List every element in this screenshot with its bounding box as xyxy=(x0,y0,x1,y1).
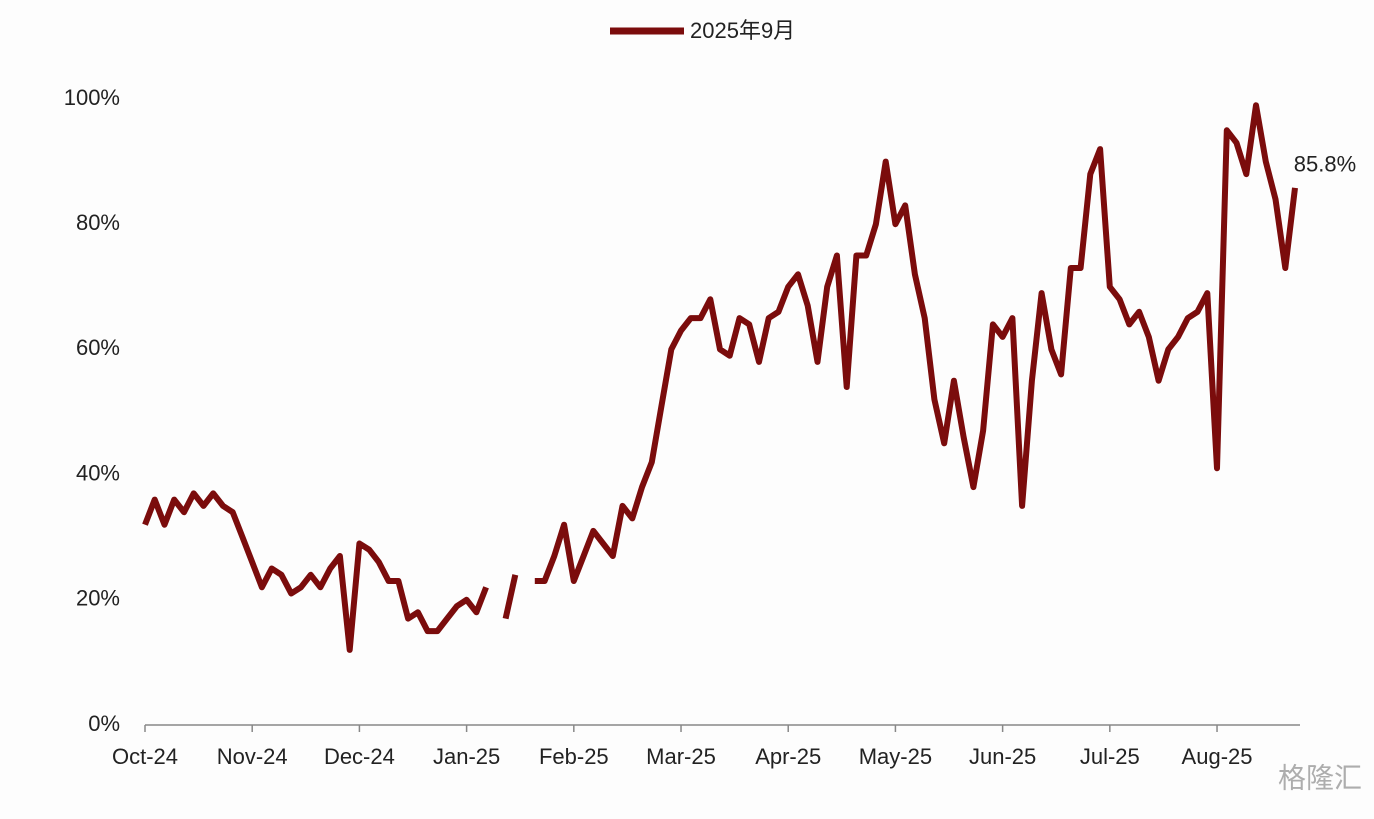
legend-label: 2025年9月 xyxy=(690,18,795,43)
y-tick-label: 20% xyxy=(76,586,120,611)
y-tick-label: 80% xyxy=(76,210,120,235)
watermark: 格隆汇 xyxy=(1278,762,1362,793)
x-tick-label: Apr-25 xyxy=(755,744,821,769)
x-tick-label: Nov-24 xyxy=(217,744,288,769)
y-tick-label: 100% xyxy=(64,85,120,110)
x-tick-label: Jul-25 xyxy=(1080,744,1140,769)
y-tick-label: 40% xyxy=(76,460,120,485)
x-tick-label: Mar-25 xyxy=(646,744,716,769)
x-tick-label: Oct-24 xyxy=(112,744,178,769)
data-label: 85.8% xyxy=(1294,152,1356,177)
y-tick-label: 60% xyxy=(76,335,120,360)
line-series xyxy=(142,102,1298,653)
x-tick-label: Aug-25 xyxy=(1182,744,1253,769)
x-tick-label: Jan-25 xyxy=(433,744,500,769)
x-tick-label: Feb-25 xyxy=(539,744,609,769)
x-tick-label: Dec-24 xyxy=(324,744,395,769)
y-tick-label: 0% xyxy=(88,711,120,736)
x-tick-label: Jun-25 xyxy=(969,744,1036,769)
x-tick-label: May-25 xyxy=(859,744,932,769)
